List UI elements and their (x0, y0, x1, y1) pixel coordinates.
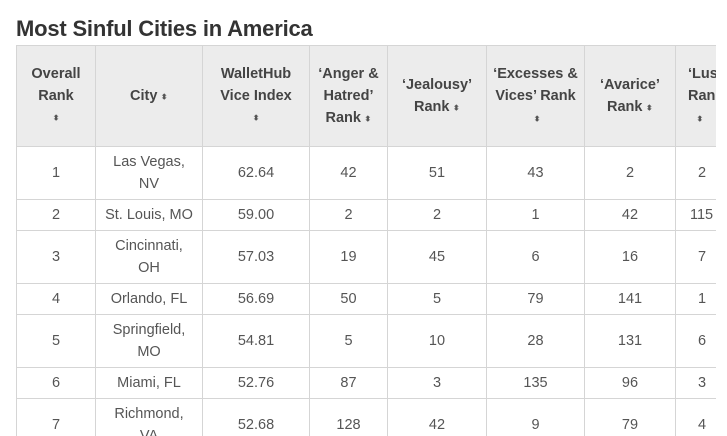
cell-jealousy-rank: 51 (387, 146, 487, 200)
cell-avarice-rank: 2 (584, 146, 676, 200)
cell-jealousy-rank: 2 (387, 199, 487, 231)
cell-vice-index: 56.69 (202, 283, 310, 315)
page-title: Most Sinful Cities in America (16, 16, 313, 41)
cell-excesses-rank: 6 (486, 230, 585, 284)
col-header-overall-rank[interactable]: Overall Rank ⬍ (16, 45, 96, 147)
col-header-excesses-vices-rank[interactable]: ‘Excesses & Vices’ Rank ⬍ (486, 45, 585, 147)
cell-excesses-rank: 79 (486, 283, 585, 315)
sort-icon: ⬍ (533, 114, 541, 123)
col-header-label: City (130, 87, 158, 104)
table-row: 7 Richmond, VA 52.68 128 42 9 79 4 (16, 398, 716, 436)
cell-jealousy-rank: 3 (387, 367, 487, 399)
cell-anger-rank: 19 (309, 230, 388, 284)
sort-icon: ⬍ (252, 113, 260, 123)
sort-icon: ⬍ (696, 114, 704, 123)
cell-city: Richmond, VA (95, 398, 203, 436)
cell-lust-rank: 6 (675, 314, 716, 368)
col-header-label: Overall Rank (31, 66, 81, 104)
col-header-label: ‘Excesses & Vices’ Rank (493, 65, 578, 104)
table-row: 2 St. Louis, MO 59.00 2 2 1 42 115 (16, 199, 716, 231)
cell-vice-index: 57.03 (202, 230, 310, 284)
cell-anger-rank: 50 (309, 283, 388, 315)
cell-jealousy-rank: 45 (387, 230, 487, 284)
cell-lust-rank: 115 (675, 199, 716, 231)
cell-anger-rank: 128 (309, 398, 388, 436)
cell-excesses-rank: 1 (486, 199, 585, 231)
cell-avarice-rank: 141 (584, 283, 676, 315)
cell-excesses-rank: 43 (486, 146, 585, 200)
cell-overall-rank: 5 (16, 314, 96, 368)
cell-anger-rank: 5 (309, 314, 388, 368)
cell-avarice-rank: 79 (584, 398, 676, 436)
table-row: 4 Orlando, FL 56.69 50 5 79 141 1 (16, 283, 716, 315)
cell-lust-rank: 4 (675, 398, 716, 436)
col-header-label: ‘Jealousy’ Rank (401, 76, 473, 115)
cell-excesses-rank: 28 (486, 314, 585, 368)
rankings-table-viewport[interactable]: Overall Rank ⬍ City ⬍ WalletHub Vice Inde… (16, 45, 716, 436)
col-header-lust-rank[interactable]: ‘Lus Ran ⬍ (675, 45, 716, 147)
col-header-label: ‘Anger & Hatred’ Rank (318, 65, 379, 126)
cell-avarice-rank: 96 (584, 367, 676, 399)
table-row: 6 Miami, FL 52.76 87 3 135 96 3 (16, 367, 716, 399)
col-header-label: WalletHub Vice Index (220, 66, 292, 104)
cell-overall-rank: 1 (16, 146, 96, 200)
sort-icon: ⬍ (645, 103, 653, 112)
cell-overall-rank: 6 (16, 367, 96, 399)
cell-overall-rank: 7 (16, 398, 96, 436)
cell-vice-index: 52.76 (202, 367, 310, 399)
table-row: 5 Springfield, MO 54.81 5 10 28 131 6 (16, 314, 716, 368)
cell-excesses-rank: 9 (486, 398, 585, 436)
cell-city: St. Louis, MO (95, 199, 203, 231)
sort-icon: ⬍ (52, 113, 60, 123)
cell-overall-rank: 2 (16, 199, 96, 231)
table-header-row: Overall Rank ⬍ City ⬍ WalletHub Vice Inde… (16, 45, 716, 147)
cell-lust-rank: 3 (675, 367, 716, 399)
cell-avarice-rank: 42 (584, 199, 676, 231)
cell-overall-rank: 4 (16, 283, 96, 315)
cell-vice-index: 54.81 (202, 314, 310, 368)
cell-city: Miami, FL (95, 367, 203, 399)
cell-city: Springfield, MO (95, 314, 203, 368)
col-header-jealousy-rank[interactable]: ‘Jealousy’ Rank ⬍ (387, 45, 487, 147)
col-header-anger-hatred-rank[interactable]: ‘Anger & Hatred’ Rank ⬍ (309, 45, 388, 147)
cell-lust-rank: 1 (675, 283, 716, 315)
cell-anger-rank: 87 (309, 367, 388, 399)
table-row: 1 Las Vegas, NV 62.64 42 51 43 2 2 (16, 146, 716, 200)
table-row: 3 Cincinnati, OH 57.03 19 45 6 16 7 (16, 230, 716, 284)
cell-vice-index: 59.00 (202, 199, 310, 231)
cell-city: Cincinnati, OH (95, 230, 203, 284)
col-header-label: ‘Lus Ran (688, 65, 716, 104)
cell-jealousy-rank: 42 (387, 398, 487, 436)
sort-icon: ⬍ (363, 114, 372, 123)
cell-excesses-rank: 135 (486, 367, 585, 399)
col-header-avarice-rank[interactable]: ‘Avarice’ Rank ⬍ (584, 45, 676, 147)
cell-vice-index: 52.68 (202, 398, 310, 436)
cell-lust-rank: 7 (675, 230, 716, 284)
rankings-table: Overall Rank ⬍ City ⬍ WalletHub Vice Inde… (16, 45, 716, 436)
col-header-label: ‘Avarice’ Rank (600, 76, 660, 115)
cell-lust-rank: 2 (675, 146, 716, 200)
cell-anger-rank: 2 (309, 199, 388, 231)
cell-city: Las Vegas, NV (95, 146, 203, 200)
cell-overall-rank: 3 (16, 230, 96, 284)
cell-avarice-rank: 131 (584, 314, 676, 368)
col-header-city[interactable]: City ⬍ (95, 45, 203, 147)
col-header-vice-index[interactable]: WalletHub Vice Index ⬍ (202, 45, 310, 147)
cell-jealousy-rank: 10 (387, 314, 487, 368)
cell-jealousy-rank: 5 (387, 283, 487, 315)
sort-icon: ⬍ (160, 92, 168, 101)
cell-avarice-rank: 16 (584, 230, 676, 284)
sort-icon: ⬍ (452, 103, 460, 112)
cell-anger-rank: 42 (309, 146, 388, 200)
cell-vice-index: 62.64 (202, 146, 310, 200)
cell-city: Orlando, FL (95, 283, 203, 315)
